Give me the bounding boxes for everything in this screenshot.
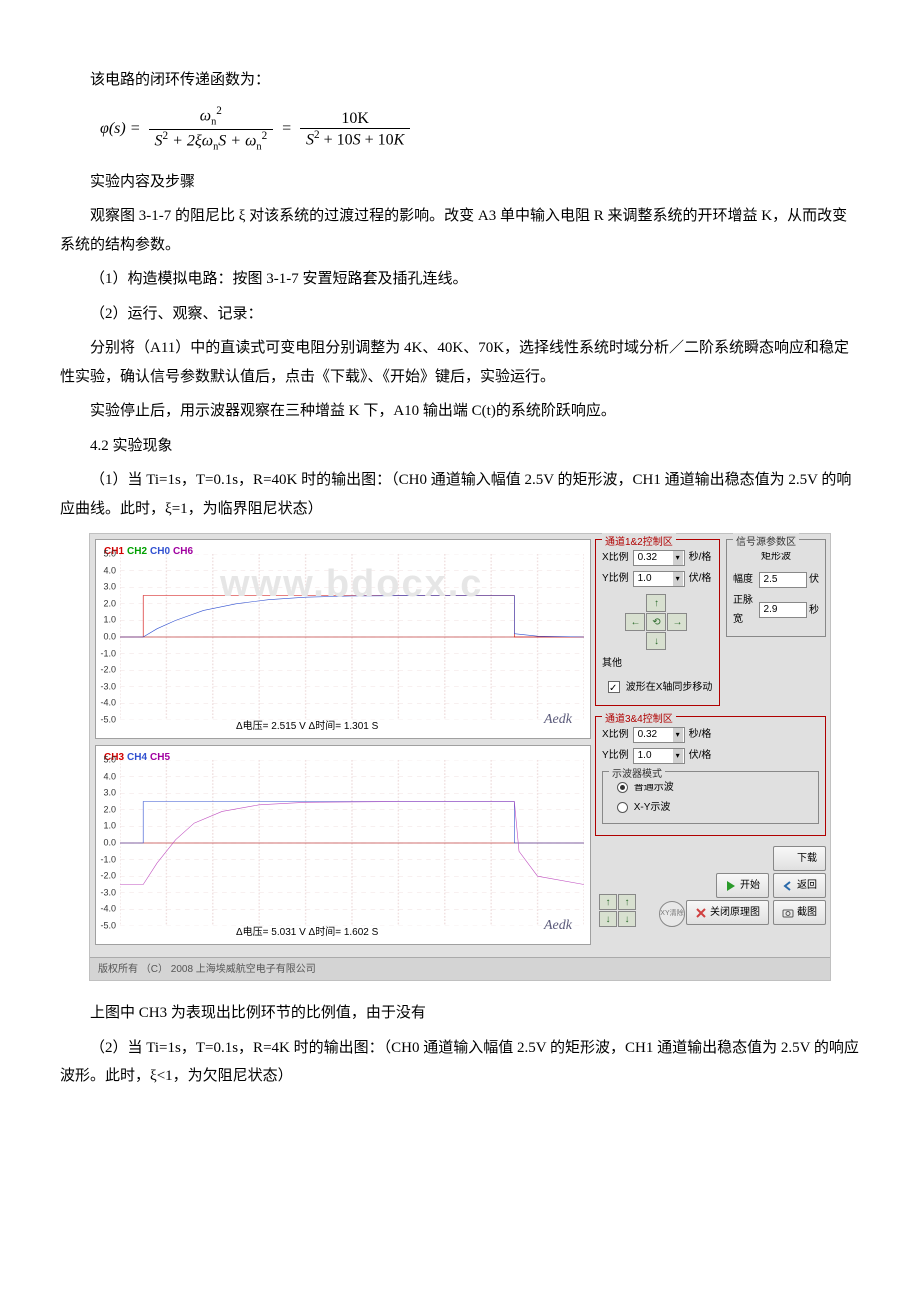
y-unit-2: 伏/格: [689, 746, 712, 765]
close-icon: [695, 907, 707, 919]
channel12-controls: 通道1&2控制区 X比例 0.32 秒/格 Y比例 1.0 伏/格 ↑: [595, 539, 720, 706]
play-icon: [725, 880, 737, 892]
para-transfer-intro: 该电路的闭环传递函数为：: [60, 66, 860, 95]
osc-mode-title: 示波器模式: [609, 765, 665, 784]
para-case2: （2）当 Ti=1s，T=0.1s，R=4K 时的输出图：（CH0 通道输入幅值…: [60, 1034, 860, 1091]
amp-unit: 伏: [809, 570, 819, 589]
chart-panel-bottom: CH3CH4CH5 5.04.03.02.01.00.0-1.0-2.0-3.0…: [95, 745, 591, 945]
nav2-up2-button[interactable]: ↑: [618, 894, 636, 910]
chart-svg-bottom: [120, 760, 584, 926]
para-ch3-note: 上图中 CH3 为表现出比例环节的比例值，由于没有: [60, 999, 860, 1028]
amp-input[interactable]: 2.5: [759, 572, 807, 588]
para-step1: （1）构造模拟电路：按图 3-1-7 安置短路套及插孔连线。: [60, 265, 860, 294]
nav-pad-top: ↑ ← ⟲ → ↓: [625, 594, 689, 650]
y-scale-select-top[interactable]: 1.0: [633, 571, 685, 587]
para-adjust: 分别将（A11）中的直读式可变电阻分别调整为 4K、40K、70K，选择线性系统…: [60, 334, 860, 391]
sync-checkbox[interactable]: [608, 681, 620, 693]
x-unit-2: 秒/格: [689, 725, 712, 744]
camera-icon: [782, 907, 794, 919]
chart-panel-top: CH1CH2CH0CH6 5.04.03.02.01.00.0-1.0-2.0-…: [95, 539, 591, 739]
y-scale-label-2: Y比例: [602, 746, 629, 765]
close-diagram-button[interactable]: 关闭原理图: [686, 900, 769, 925]
osc-xt-radio[interactable]: [617, 802, 628, 813]
xy-clear-button[interactable]: XY清除: [659, 901, 685, 927]
x-scale-select-bot[interactable]: 0.32: [633, 727, 685, 743]
signal-source-title: 信号源参数区: [733, 533, 799, 552]
pw-input[interactable]: 2.9: [759, 602, 807, 618]
pw-label: 正脉宽: [733, 591, 755, 629]
x-scale-select-top[interactable]: 0.32: [633, 550, 685, 566]
amp-label: 幅度: [733, 570, 755, 589]
chart-info-bottom: Δ电压= 5.031 V Δ时间= 1.602 S: [236, 923, 378, 942]
para-stop: 实验停止后，用示波器观察在三种增益 K 下，A10 输出端 C(t)的系统阶跃响…: [60, 397, 860, 426]
nav2-down-button[interactable]: ↓: [599, 911, 617, 927]
oscilloscope-app: www.bdocx.c CH1CH2CH0CH6 5.04.03.02.01.0…: [89, 533, 831, 981]
x-unit: 秒/格: [689, 548, 712, 567]
other-label: 其他: [602, 654, 713, 673]
chart-info-top: Δ电压= 2.515 V Δ时间= 1.301 S: [236, 717, 378, 736]
channel34-controls: 通道3&4控制区 X比例 0.32 秒/格 Y比例 1.0 伏/格 示波器模式: [595, 716, 826, 836]
para-observe: 观察图 3-1-7 的阻尼比 ξ 对该系统的过渡过程的影响。改变 A3 单中输入…: [60, 202, 860, 259]
y-scale-select-bot[interactable]: 1.0: [633, 748, 685, 764]
pw-unit: 秒: [809, 601, 819, 620]
nav-down-button[interactable]: ↓: [646, 632, 666, 650]
y-scale-label: Y比例: [602, 569, 629, 588]
chart-brand-top: Aedk: [544, 707, 572, 734]
nav2-down2-button[interactable]: ↓: [618, 911, 636, 927]
nav-up-button[interactable]: ↑: [646, 594, 666, 612]
nav-left-button[interactable]: ←: [625, 613, 645, 631]
chart-svg-top: [120, 554, 584, 720]
para-case1: （1）当 Ti=1s，T=0.1s，R=40K 时的输出图：（CH0 通道输入幅…: [60, 466, 860, 523]
download-button[interactable]: 下载: [773, 846, 826, 871]
osc-normal-radio[interactable]: [617, 782, 628, 793]
transfer-function-formula: φ(s) = ωn2 S2 + 2ξωnS + ωn2 = 10K S2 + 1…: [100, 105, 860, 154]
screenshot-button[interactable]: 截图: [773, 900, 826, 925]
section-heading-steps: 实验内容及步骤: [60, 168, 860, 197]
start-button[interactable]: 开始: [716, 873, 769, 898]
osc-mode-box: 示波器模式 普通示波 X-Y示波: [602, 771, 819, 824]
return-icon: [782, 880, 794, 892]
download-icon: [782, 853, 794, 865]
signal-source-box: 信号源参数区 矩形波 幅度 2.5 伏 正脉宽 2.9 秒: [726, 539, 826, 637]
y-unit: 伏/格: [689, 569, 712, 588]
sync-label: 波形在X轴同步移动: [626, 682, 713, 693]
status-bar: 版权所有 （C） 2008 上海埃威航空电子有限公司: [90, 957, 830, 980]
osc-xt-label: X-Y示波: [634, 802, 671, 813]
nav-center-button[interactable]: ⟲: [646, 613, 666, 631]
para-step2: （2）运行、观察、记录：: [60, 300, 860, 329]
nav2-up-button[interactable]: ↑: [599, 894, 617, 910]
nav-right-button[interactable]: →: [667, 613, 687, 631]
chart-brand-bottom: Aedk: [544, 913, 572, 940]
section-phenomena: 4.2 实验现象: [60, 432, 860, 461]
return-button[interactable]: 返回: [773, 873, 826, 898]
